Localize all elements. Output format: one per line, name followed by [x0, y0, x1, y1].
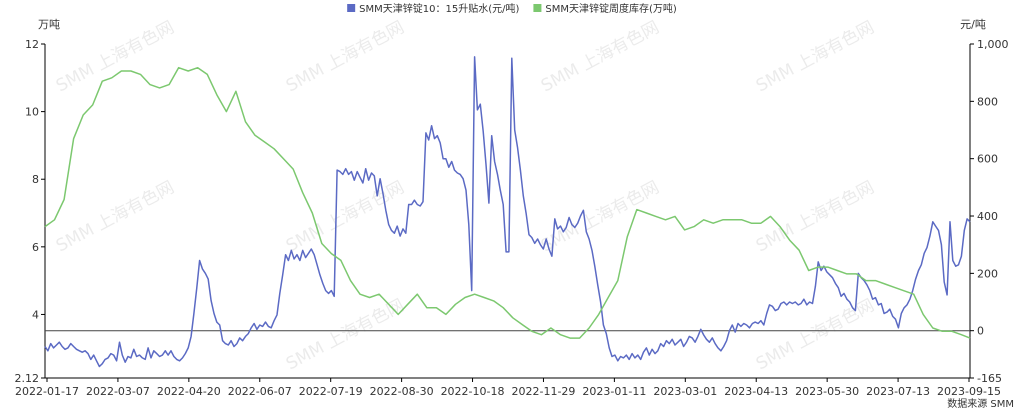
x-tick-label: 2022-04-20 [157, 385, 221, 398]
left-axis-ticks: 2.12 4 6 8 10 12 [15, 38, 45, 385]
left-tick-label: 4 [32, 308, 39, 321]
source-note: 数据来源 SMM [947, 397, 1014, 410]
x-tick-label: 2022-08-30 [370, 385, 434, 398]
series-line-1 [44, 66, 971, 339]
x-tick-label: 2023-03-01 [653, 385, 717, 398]
right-tick-label: 0 [977, 325, 984, 338]
legend-swatch-spread [347, 4, 356, 12]
right-tick-label: 200 [977, 267, 998, 280]
x-tick-label: 2022-03-07 [86, 385, 150, 398]
x-axis-ticks: 2022-01-17 2022-03-07 2022-04-20 2022-06-07… [15, 378, 1001, 398]
right-axis-ticks: -165 0 200 400 600 800 1,000 [970, 38, 1009, 385]
legend: SMM天津锌锭10：15升贴水(元/吨) SMM天津锌锭周度库存(万吨) [347, 2, 677, 15]
series-line-0 [44, 56, 971, 368]
axes [44, 44, 971, 379]
watermark-text-1: SMM 上海有色网 [283, 17, 408, 96]
x-tick-label: 2022-07-19 [299, 385, 363, 398]
left-tick-label: 10 [25, 106, 39, 119]
x-tick-label: 2022-06-07 [228, 385, 292, 398]
right-tick-label: 600 [977, 153, 998, 166]
x-tick-label: 2022-01-17 [15, 385, 79, 398]
x-tick-label: 2023-09-15 [937, 385, 1001, 398]
x-tick-label: 2023-01-11 [582, 385, 646, 398]
left-tick-label: 6 [32, 241, 39, 254]
right-axis-unit: 元/吨 [960, 18, 986, 31]
x-tick-label: 2022-10-18 [441, 385, 505, 398]
legend-label-spread: SMM天津锌锭10：15升贴水(元/吨) [359, 2, 519, 15]
left-tick-label: 12 [25, 38, 39, 51]
watermark-text-8: SMM 上海有色网 [283, 295, 408, 374]
left-tick-label: 2.12 [15, 372, 40, 385]
right-tick-label: 1,000 [977, 38, 1009, 51]
left-tick-label: 8 [32, 173, 39, 186]
x-tick-label: 2023-07-13 [866, 385, 930, 398]
x-tick-label: 2023-04-13 [724, 385, 788, 398]
series-layer [44, 56, 971, 368]
right-tick-label: 400 [977, 210, 998, 223]
legend-swatch-inventory [533, 4, 542, 12]
watermark-text-4: SMM 上海有色网 [53, 177, 178, 256]
watermark-text-3: SMM 上海有色网 [753, 17, 878, 96]
watermark-text-0: SMM 上海有色网 [53, 17, 178, 96]
x-tick-label: 2023-05-30 [795, 385, 859, 398]
legend-label-inventory: SMM天津锌锭周度库存(万吨) [545, 2, 677, 15]
watermark-text-9: SMM 上海有色网 [753, 295, 878, 374]
left-axis-unit: 万吨 [38, 18, 60, 31]
right-tick-label: -165 [977, 372, 1002, 385]
watermark-text-6: SMM 上海有色网 [538, 177, 663, 256]
right-tick-label: 800 [977, 95, 998, 108]
x-tick-label: 2022-11-29 [511, 385, 575, 398]
watermark-text-2: SMM 上海有色网 [538, 17, 663, 96]
